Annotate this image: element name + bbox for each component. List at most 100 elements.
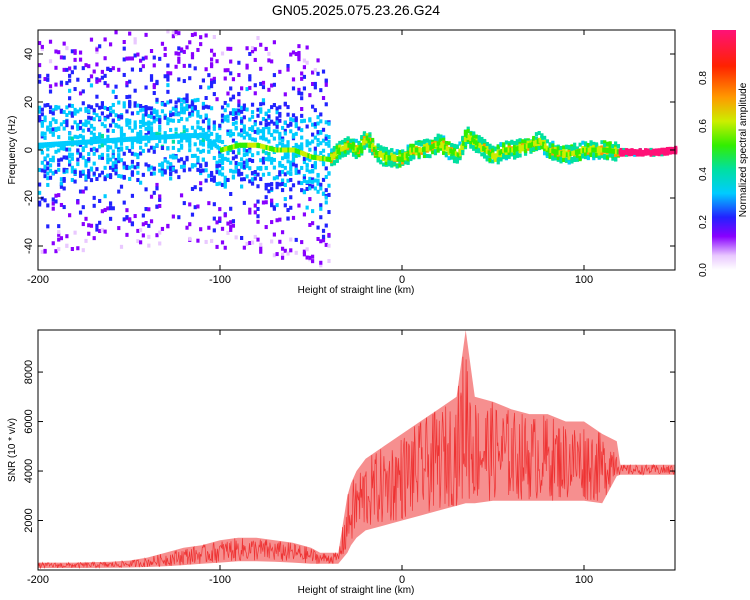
- spectrogram-cell: [43, 169, 47, 174]
- spectrogram-ridge: [498, 150, 502, 156]
- spectrogram-cell: [335, 145, 339, 150]
- spectrogram-cell: [289, 121, 293, 126]
- spectrogram-cell: [242, 164, 246, 169]
- spectrogram-cell: [300, 147, 304, 152]
- spectrogram-cell: [245, 152, 249, 157]
- spectrogram-ridge: [132, 136, 136, 142]
- spectrogram-cell: [458, 156, 462, 161]
- spectrogram-cell: [48, 59, 53, 64]
- spectrogram-cells: [38, 29, 678, 268]
- spectrogram-cell: [237, 150, 241, 155]
- spectrogram-ridge: [198, 133, 201, 139]
- spectrogram-ridge: [374, 149, 378, 155]
- spectrogram-ridge: [509, 147, 512, 153]
- spectrogram-cell: [458, 152, 462, 157]
- spectrogram-cell: [231, 175, 236, 180]
- spectrogram-cell: [280, 178, 285, 183]
- spectrogram-ridge: [59, 141, 63, 147]
- spectrogram-cell: [220, 172, 225, 177]
- spectrogram-cell: [95, 103, 99, 108]
- spectrogram-cell: [130, 111, 135, 116]
- spectrogram-cell: [327, 143, 331, 148]
- spectrogram-cell: [302, 178, 307, 183]
- spectrogram-cell: [305, 60, 309, 65]
- spectrogram-cell: [59, 202, 64, 207]
- spectrogram-cell: [144, 187, 148, 192]
- spectrogram-cell: [540, 136, 544, 141]
- spectrogram-cell: [139, 67, 143, 72]
- spectrogram-cell: [125, 83, 129, 88]
- spectrogram-cell: [207, 133, 211, 138]
- spectrogram-cell: [92, 203, 96, 208]
- spectrogram-ridge: [234, 143, 238, 149]
- spectrogram-cell: [38, 74, 42, 79]
- spectrogram-cell: [223, 115, 227, 120]
- spectrogram-ridge: [241, 142, 245, 148]
- spectrogram-cell: [76, 126, 80, 131]
- spectrogram-cell: [543, 147, 547, 152]
- spectrogram-cell: [182, 79, 186, 84]
- spectrogram-cell: [291, 118, 296, 123]
- spectrogram-ridge: [147, 135, 150, 141]
- spectrogram-cell: [240, 164, 244, 169]
- spectrogram-cell: [125, 122, 129, 127]
- spectrogram-cell: [46, 166, 50, 171]
- spectrogram-cell: [169, 110, 173, 115]
- spectrogram-cell: [152, 119, 156, 124]
- spectrogram-cell: [231, 77, 236, 82]
- spectrogram-cell: [256, 219, 260, 224]
- spectrogram-ridge: [543, 143, 547, 149]
- spectrogram-cell: [78, 119, 83, 124]
- spectrogram-cell: [84, 143, 88, 148]
- spectrogram-cell: [174, 105, 178, 110]
- spectrogram-cell: [461, 151, 465, 156]
- spectrogram-cell: [199, 187, 203, 192]
- spectrogram-cell: [220, 240, 225, 245]
- spectrogram-ridge: [620, 149, 623, 155]
- spectrogram-cell: [313, 161, 317, 166]
- spectrogram-cell: [68, 88, 72, 93]
- spectrogram-cell: [278, 118, 282, 123]
- spectrogram-cell: [297, 57, 301, 62]
- spectrogram-cell: [215, 244, 219, 249]
- spectrogram-cell: [103, 176, 107, 181]
- spectrogram-cell: [212, 52, 216, 57]
- spectrogram-cell: [229, 71, 233, 76]
- spectrogram-cell: [573, 142, 577, 147]
- spectrogram-cell: [491, 146, 495, 151]
- spectrogram-cell: [283, 101, 287, 106]
- spectrogram-ridge: [247, 142, 250, 148]
- spectrogram-cell: [614, 146, 618, 151]
- spectrogram-cell: [144, 106, 148, 111]
- spectrogram-ridge: [354, 146, 358, 152]
- spectrogram-cell: [321, 148, 326, 153]
- spectrogram-ridge: [522, 144, 525, 150]
- spectrogram-cell: [122, 151, 126, 156]
- spectrogram-cell: [78, 210, 83, 215]
- spectrogram-cell: [160, 102, 165, 107]
- spectrogram-cell: [128, 79, 132, 84]
- spectrogram-cell: [488, 143, 492, 148]
- spectrogram-cell: [324, 166, 328, 171]
- spectrogram-cell: [179, 164, 184, 169]
- spectrogram-cell: [253, 172, 257, 177]
- spectrogram-cell: [270, 186, 274, 191]
- spectrogram-cell: [551, 151, 555, 156]
- spectrogram-cell: [166, 146, 170, 151]
- spectrogram-cell: [234, 108, 238, 113]
- spectrogram-cell: [106, 128, 110, 133]
- spectrogram-cell: [100, 143, 104, 148]
- spectrogram-cell: [267, 121, 271, 126]
- spectrogram-cell: [155, 131, 159, 136]
- spectrogram-cell: [163, 131, 167, 136]
- spectrogram-cell: [84, 176, 88, 181]
- spectrogram-cell: [570, 158, 574, 163]
- spectrogram-cell: [283, 155, 287, 160]
- spectrogram-cell: [286, 251, 290, 256]
- spectrogram-cell: [122, 104, 126, 109]
- spectrogram-cell: [149, 111, 154, 116]
- spectrogram-ridge: [205, 135, 209, 141]
- spectrogram-cell: [54, 149, 58, 154]
- spectrogram-cell: [436, 137, 440, 142]
- spectrogram-cell: [204, 239, 208, 244]
